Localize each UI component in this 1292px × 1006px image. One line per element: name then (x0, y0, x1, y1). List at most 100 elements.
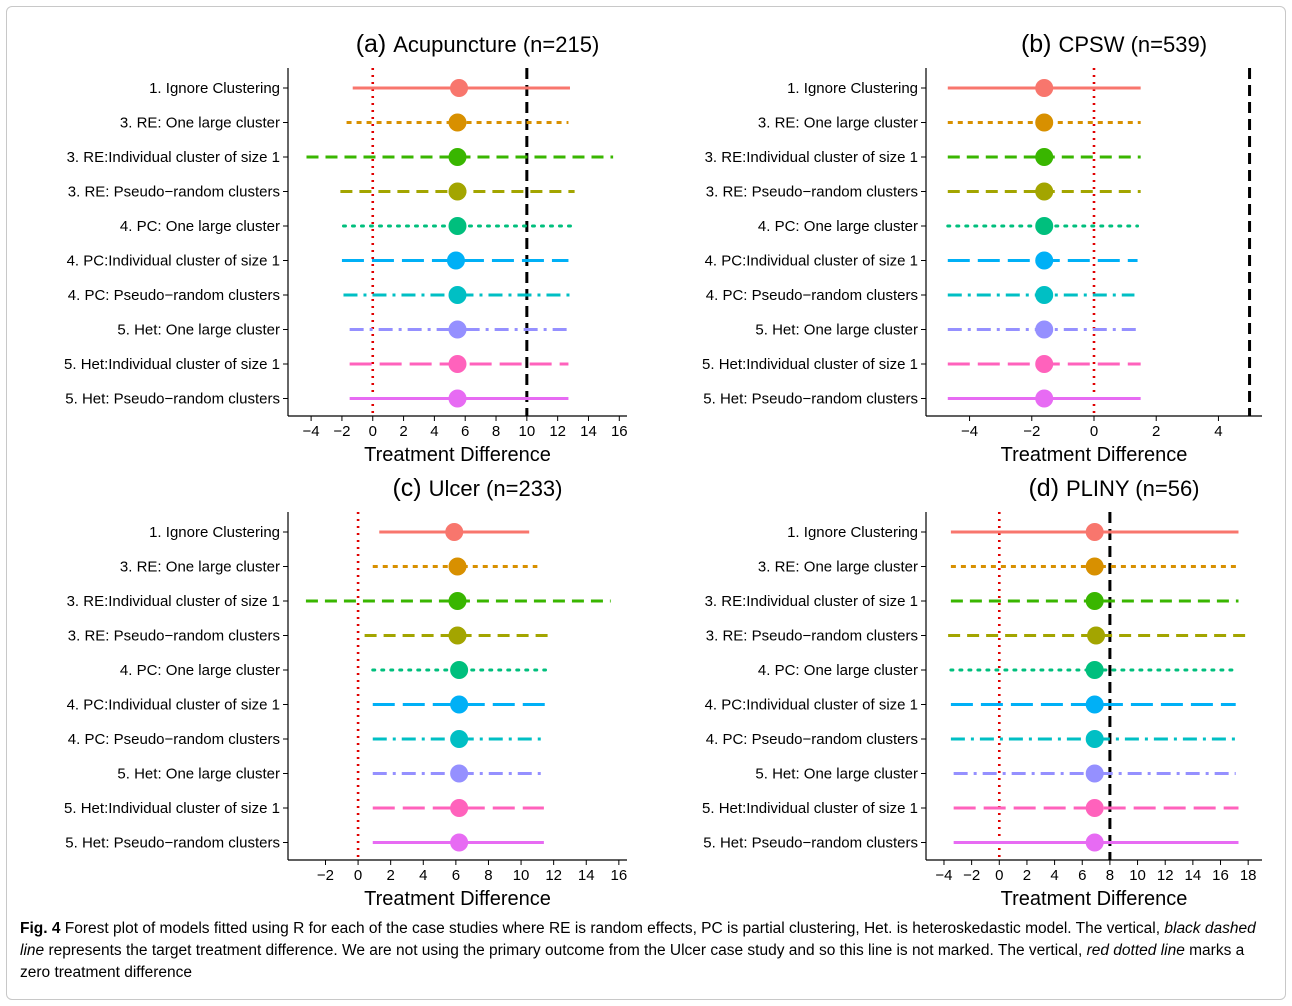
x-tick-label: 2 (399, 423, 407, 440)
row-label: 4. PC:Individual cluster of size 1 (67, 697, 280, 714)
x-tick-label: 8 (484, 867, 492, 884)
x-tick-label: −2 (963, 867, 980, 884)
panel-2: (b) CPSW (n=539) −4 −2 0 2 4 Treatment Differe… (702, 30, 1262, 466)
x-tick-label: 12 (545, 867, 562, 884)
point-estimate-marker (448, 557, 467, 576)
x-tick-label: 14 (578, 867, 595, 884)
x-tick-label: 12 (549, 423, 566, 440)
point-estimate-marker (450, 730, 469, 748)
x-tick-label: 16 (1212, 867, 1229, 884)
point-estimate-marker (448, 217, 467, 235)
row-label: 4. PC: Pseudo−random clusters (706, 731, 918, 748)
row-label: 4. PC:Individual cluster of size 1 (705, 697, 918, 714)
row-label: 4. PC: One large cluster (120, 662, 280, 679)
x-tick-label: −2 (333, 423, 350, 440)
x-tick-label: 6 (461, 423, 469, 440)
point-estimate-marker (1035, 320, 1054, 339)
row-label: 3. RE: One large cluster (758, 559, 918, 576)
point-estimate-marker (1035, 251, 1054, 270)
point-estimate-marker (448, 320, 467, 339)
point-estimate-marker (448, 113, 467, 132)
x-axis-label: Treatment Difference (364, 888, 551, 910)
point-estimate-marker (450, 79, 469, 97)
x-tick-label: 18 (1240, 867, 1257, 884)
point-estimate-marker (445, 523, 464, 541)
row-label: 1. Ignore Clustering (149, 524, 280, 541)
point-estimate-marker (1035, 113, 1054, 132)
row-label: 4. PC: One large cluster (120, 218, 280, 235)
x-tick-label: 4 (430, 423, 438, 440)
point-estimate-marker (1035, 79, 1054, 97)
row-label: 5. Het: Pseudo−random clusters (65, 835, 280, 852)
point-estimate-marker (448, 355, 467, 373)
row-label: 1. Ignore Clustering (787, 80, 918, 97)
row-label: 5. Het:Individual cluster of size 1 (64, 356, 280, 373)
x-tick-label: 4 (1050, 867, 1058, 884)
panel-title: (c) Ulcer (n=233) (392, 474, 562, 502)
panel-title-name: PLINY (1066, 476, 1135, 501)
x-tick-label: 2 (1023, 867, 1031, 884)
x-tick-label: 14 (1185, 867, 1202, 884)
row-label: 3. RE: One large cluster (120, 559, 280, 576)
point-estimate-marker (1085, 661, 1104, 679)
point-estimate-marker (448, 389, 467, 408)
point-estimate-marker (448, 592, 467, 610)
row-label: 5. Het: Pseudo−random clusters (703, 835, 918, 852)
figure-frame (6, 6, 1286, 1000)
row-label: 5. Het: One large cluster (117, 766, 280, 783)
point-estimate-marker (1035, 355, 1054, 373)
row-label: 5. Het: Pseudo−random clusters (65, 391, 280, 408)
point-estimate-marker (450, 661, 469, 679)
x-tick-label: 0 (995, 867, 1003, 884)
panel-title-letter: (a) (356, 30, 394, 58)
point-estimate-marker (1035, 286, 1054, 304)
row-label: 3. RE:Individual cluster of size 1 (705, 149, 918, 166)
x-tick-label: 2 (387, 867, 395, 884)
x-tick-label: 0 (1090, 423, 1098, 440)
panel-4: (d) PLINY (n=56) −4 −2 0 2 4 6 8 10 12 14 16 18 Treat… (702, 474, 1262, 910)
point-estimate-marker (1035, 389, 1054, 408)
x-tick-label: −4 (961, 423, 978, 440)
x-tick-label: 8 (492, 423, 500, 440)
panel-title-n: (n=233) (486, 476, 562, 501)
row-label: 1. Ignore Clustering (787, 524, 918, 541)
panel-3: (c) Ulcer (n=233) −2 0 2 4 6 8 10 12 14 16 Treatmen… (64, 474, 627, 910)
x-tick-label: 0 (354, 867, 362, 884)
x-tick-label: 10 (518, 423, 535, 440)
point-estimate-marker (1085, 799, 1104, 817)
point-estimate-marker (1085, 730, 1104, 748)
row-label: 1. Ignore Clustering (149, 80, 280, 97)
x-tick-label: 2 (1152, 423, 1160, 440)
panel-title-name: CPSW (1058, 32, 1130, 57)
point-estimate-marker (448, 626, 467, 645)
point-estimate-marker (448, 148, 467, 166)
panel-title-name: Acupuncture (393, 32, 523, 57)
row-label: 4. PC:Individual cluster of size 1 (705, 253, 918, 270)
row-label: 3. RE: Pseudo−random clusters (68, 184, 280, 201)
caption-text-3: marks a zero treatment difference (20, 942, 1245, 981)
row-label: 3. RE:Individual cluster of size 1 (67, 149, 280, 166)
caption-fig-label: Fig. 4 (20, 920, 61, 937)
x-tick-label: 0 (369, 423, 377, 440)
row-label: 4. PC: Pseudo−random clusters (68, 731, 280, 748)
point-estimate-marker (1085, 592, 1104, 610)
panel-title-n: (n=56) (1135, 476, 1199, 501)
row-label: 3. RE: One large cluster (120, 115, 280, 132)
row-label: 4. PC: One large cluster (758, 662, 918, 679)
panel-title-n: (n=215) (523, 32, 599, 57)
point-estimate-marker (1035, 148, 1054, 166)
point-estimate-marker (450, 695, 469, 714)
x-axis-label: Treatment Difference (1001, 444, 1188, 466)
row-label: 5. Het:Individual cluster of size 1 (64, 800, 280, 817)
panel-title-name: Ulcer (429, 476, 486, 501)
row-label: 3. RE: Pseudo−random clusters (68, 628, 280, 645)
row-label: 3. RE: Pseudo−random clusters (706, 184, 918, 201)
caption-emphasis-1: black dashed line (20, 920, 1256, 959)
row-label: 3. RE:Individual cluster of size 1 (705, 593, 918, 610)
x-axis-label: Treatment Difference (1001, 888, 1188, 910)
caption-text-1: Forest plot of models fitted using R for… (60, 920, 1165, 937)
x-tick-label: −2 (1023, 423, 1040, 440)
row-label: 4. PC: One large cluster (758, 218, 918, 235)
x-tick-label: 8 (1106, 867, 1114, 884)
x-tick-label: 16 (611, 867, 628, 884)
